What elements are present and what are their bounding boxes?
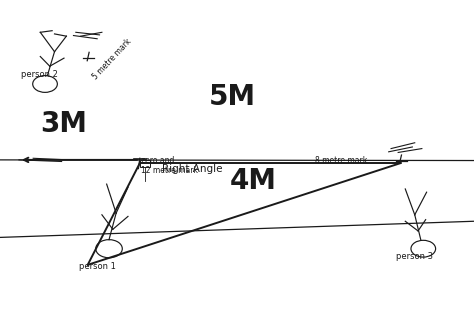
Text: person 1: person 1: [79, 262, 116, 271]
Text: 5M: 5M: [209, 83, 256, 111]
Text: 3M: 3M: [40, 110, 88, 138]
Text: 8 metre mark: 8 metre mark: [315, 156, 367, 165]
Text: 5 metre mark: 5 metre mark: [91, 37, 133, 81]
Text: 4M: 4M: [230, 167, 277, 195]
Text: Right Angle: Right Angle: [162, 164, 223, 174]
Text: person 2: person 2: [21, 70, 58, 79]
Bar: [140, 160, 150, 167]
Text: zero and
12 metre mark: zero and 12 metre mark: [141, 156, 198, 175]
Text: person 3: person 3: [396, 252, 433, 261]
